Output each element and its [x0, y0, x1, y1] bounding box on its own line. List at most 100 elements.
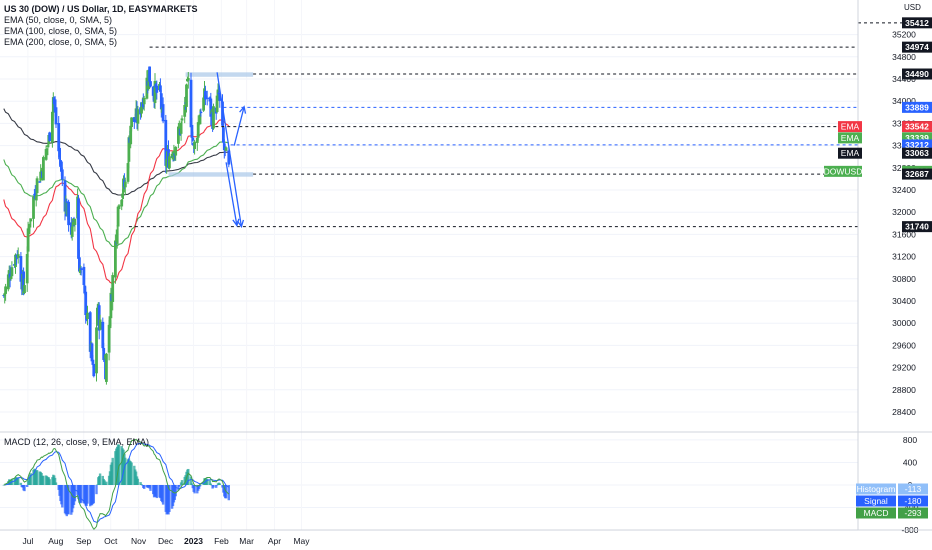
trend-arrow-head: [236, 219, 245, 229]
up-arrow: [233, 106, 245, 146]
price-tick: 30400: [892, 296, 916, 306]
candle-body: [14, 254, 17, 267]
time-axis: Jul Aug Sep Oct Nov Dec 2023 Feb Mar Apr May: [22, 536, 310, 546]
candle-body: [218, 93, 222, 101]
price-axis: 28400 28800 29200 29600 30000 30400 30800 31200…: [0, 0, 932, 535]
candle-body: [221, 101, 224, 126]
macd-label-value: -293: [904, 508, 921, 518]
candle-body: [153, 81, 157, 104]
candle-body: [91, 359, 95, 364]
histogram-bar: [98, 473, 102, 485]
histogram-bar: [139, 482, 142, 485]
candle-body: [123, 181, 127, 188]
price-label-tag-text: EMA: [841, 122, 860, 132]
candle-body: [54, 107, 58, 125]
price-tick: 29200: [892, 363, 916, 373]
histogram-bar: [17, 478, 20, 485]
price-tick: 32400: [892, 185, 916, 195]
candle-body: [133, 120, 137, 122]
price-label-tag-text: DOWUSD: [824, 166, 863, 176]
candle-body: [145, 77, 149, 99]
macd-pane: [2, 438, 230, 531]
price-label: [902, 221, 932, 233]
candle-body: [77, 198, 80, 259]
macd-label-name: MACD: [863, 508, 888, 518]
signal-line: [3, 442, 230, 523]
chart-legend: US 30 (DOW) / US Dollar, 1D, EASYMARKETS…: [4, 4, 198, 48]
price-label: [902, 121, 932, 133]
ema50-legend: EMA (50, close, 0, SMA, 5): [4, 15, 113, 25]
price-label-text: 34974: [905, 42, 929, 52]
candle-body: [151, 86, 155, 96]
candle-body: [82, 266, 86, 286]
candle-body: [215, 95, 219, 112]
time-tick: Oct: [104, 536, 118, 546]
candle-body: [189, 79, 193, 128]
down-arrow-head: [232, 218, 240, 227]
candle-body: [52, 97, 56, 105]
ema200-path: [3, 108, 229, 196]
candle-body: [79, 268, 83, 270]
price-label-text: 33212: [905, 140, 929, 150]
candle-body: [136, 109, 140, 124]
candle-body: [155, 85, 159, 93]
histogram-bar: [95, 485, 98, 495]
histogram-bar: [149, 485, 152, 491]
candle-body: [46, 145, 50, 147]
histogram-bar: [111, 457, 114, 485]
histogram-bar: [80, 485, 83, 503]
price-label: [902, 68, 932, 80]
candle-body: [186, 77, 190, 81]
down-arrow: [225, 162, 238, 226]
histogram-bar: [215, 485, 218, 488]
candle-body: [115, 229, 119, 244]
macd-legend: MACD (12, 26, close, 9, EMA, EMA): [4, 437, 149, 448]
candle-body: [33, 193, 37, 198]
candle-body: [177, 126, 180, 144]
candle-body: [164, 119, 168, 166]
macd-label-name-bg: [856, 483, 896, 495]
histogram-bar: [23, 485, 26, 492]
macd-tick: 800: [903, 435, 917, 445]
grid: [0, 34, 858, 531]
candle-body: [102, 347, 106, 361]
price-tick: 30800: [892, 274, 916, 284]
candle-body: [204, 90, 207, 100]
histogram-bar: [227, 485, 230, 501]
candle-body: [111, 275, 115, 302]
candle-body: [149, 81, 152, 87]
candle-body: [45, 148, 49, 150]
candle-body: [78, 257, 81, 272]
candle-body: [148, 66, 151, 82]
candle-body: [109, 292, 113, 319]
price-tick: 32000: [892, 207, 916, 217]
candle-body: [132, 117, 136, 122]
candle-body: [117, 205, 121, 210]
histogram-bar: [26, 485, 29, 487]
histogram-bar: [35, 470, 39, 485]
candle-body: [227, 150, 231, 165]
histogram-bar: [193, 485, 196, 494]
candle-body: [16, 254, 20, 258]
candle-body: [84, 291, 88, 316]
candle-body: [32, 196, 35, 219]
candle-body: [130, 117, 133, 127]
candle-body: [190, 124, 194, 138]
histogram-bar: [143, 485, 146, 489]
histogram-bar: [212, 485, 215, 488]
candle-body: [159, 93, 163, 110]
price-label: [902, 41, 932, 53]
histogram-bar: [42, 475, 45, 485]
candle-body: [60, 167, 63, 170]
macd-label-name: Signal: [864, 496, 888, 506]
price-label-text: 33889: [905, 102, 929, 112]
histogram-bar: [61, 485, 64, 508]
histogram-bar: [136, 478, 140, 485]
candle-body: [199, 111, 203, 114]
time-tick: Mar: [239, 536, 254, 546]
price-label: [902, 101, 932, 113]
candle-body: [25, 254, 29, 284]
price-tick: 29600: [892, 340, 916, 350]
candle-body: [73, 218, 77, 225]
